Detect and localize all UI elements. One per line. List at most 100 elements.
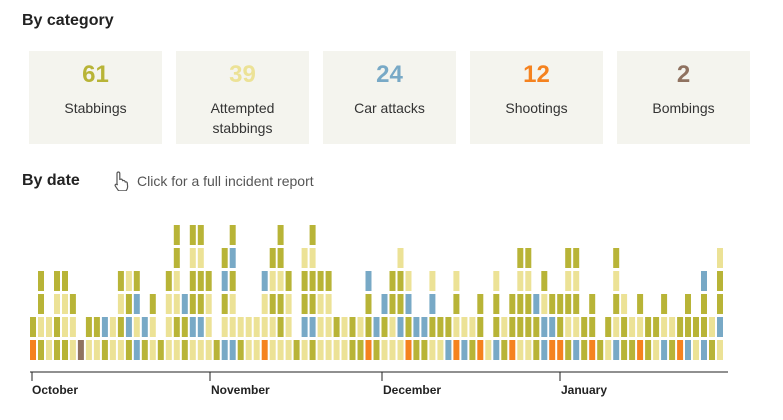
incident-mark[interactable]	[93, 317, 100, 337]
incident-mark[interactable]	[613, 294, 620, 314]
incident-mark[interactable]	[677, 317, 684, 337]
incident-mark[interactable]	[565, 317, 572, 337]
incident-mark[interactable]	[237, 317, 244, 337]
incident-mark[interactable]	[285, 340, 292, 360]
incident-mark[interactable]	[325, 317, 332, 337]
incident-mark[interactable]	[229, 271, 236, 291]
incident-mark[interactable]	[285, 271, 292, 291]
incident-mark[interactable]	[141, 340, 148, 360]
incident-mark[interactable]	[173, 271, 180, 291]
incident-mark[interactable]	[165, 294, 172, 314]
incident-mark[interactable]	[46, 340, 52, 360]
incident-mark[interactable]	[197, 271, 204, 291]
incident-mark[interactable]	[301, 248, 308, 268]
incident-mark[interactable]	[629, 317, 636, 337]
incident-mark[interactable]	[269, 340, 276, 360]
incident-mark[interactable]	[173, 317, 180, 337]
incident-mark[interactable]	[453, 294, 460, 314]
incident-mark[interactable]	[221, 340, 228, 360]
incident-mark[interactable]	[549, 317, 556, 337]
incident-mark[interactable]	[661, 340, 668, 360]
incident-mark[interactable]	[405, 340, 412, 360]
incident-mark[interactable]	[693, 317, 699, 337]
incident-mark[interactable]	[485, 340, 492, 360]
incident-mark[interactable]	[389, 340, 396, 360]
incident-mark[interactable]	[62, 271, 68, 291]
incident-mark[interactable]	[229, 225, 236, 245]
incident-mark[interactable]	[429, 294, 436, 314]
incident-mark[interactable]	[141, 317, 148, 337]
incident-mark[interactable]	[341, 340, 348, 360]
incident-mark[interactable]	[637, 294, 644, 314]
incident-mark[interactable]	[133, 271, 140, 291]
incident-mark[interactable]	[493, 340, 500, 360]
incident-mark[interactable]	[69, 317, 76, 337]
category-card-shootings[interactable]: 12 Shootings	[470, 51, 603, 144]
incident-mark[interactable]	[301, 294, 308, 314]
incident-mark[interactable]	[38, 340, 44, 360]
incident-mark[interactable]	[317, 340, 324, 360]
incident-mark[interactable]	[117, 294, 124, 314]
incident-mark[interactable]	[525, 317, 532, 337]
incident-mark[interactable]	[581, 317, 588, 337]
incident-mark[interactable]	[229, 317, 236, 337]
incident-mark[interactable]	[277, 225, 284, 245]
incident-mark[interactable]	[517, 248, 524, 268]
incident-mark[interactable]	[533, 340, 540, 360]
incident-mark[interactable]	[525, 294, 532, 314]
incident-mark[interactable]	[301, 340, 308, 360]
incident-mark[interactable]	[429, 340, 436, 360]
incident-mark[interactable]	[373, 317, 380, 337]
incident-mark[interactable]	[453, 317, 460, 337]
incident-mark[interactable]	[133, 317, 140, 337]
incident-mark[interactable]	[717, 317, 723, 337]
incident-mark[interactable]	[149, 294, 156, 314]
incident-mark[interactable]	[453, 271, 460, 291]
incident-mark[interactable]	[469, 317, 476, 337]
incident-mark[interactable]	[101, 317, 108, 337]
incident-mark[interactable]	[541, 271, 548, 291]
incident-mark[interactable]	[573, 271, 580, 291]
incident-mark[interactable]	[189, 225, 196, 245]
incident-mark[interactable]	[365, 340, 372, 360]
incident-mark[interactable]	[509, 294, 516, 314]
incident-mark[interactable]	[277, 248, 284, 268]
incident-mark[interactable]	[181, 294, 188, 314]
incident-mark[interactable]	[661, 294, 668, 314]
incident-mark[interactable]	[181, 317, 188, 337]
incident-mark[interactable]	[501, 317, 508, 337]
incident-mark[interactable]	[541, 294, 548, 314]
incident-mark[interactable]	[62, 340, 68, 360]
incident-mark[interactable]	[253, 340, 260, 360]
incident-mark[interactable]	[517, 271, 524, 291]
incident-mark[interactable]	[549, 294, 556, 314]
incident-mark[interactable]	[349, 317, 356, 337]
incident-mark[interactable]	[525, 248, 532, 268]
incident-mark[interactable]	[429, 271, 436, 291]
incident-mark[interactable]	[30, 317, 36, 337]
incident-mark[interactable]	[46, 317, 52, 337]
incident-mark[interactable]	[197, 225, 204, 245]
incident-mark[interactable]	[309, 340, 316, 360]
incident-mark[interactable]	[613, 248, 620, 268]
incident-mark[interactable]	[85, 317, 92, 337]
incident-mark[interactable]	[453, 340, 460, 360]
incident-mark[interactable]	[117, 271, 124, 291]
incident-mark[interactable]	[621, 340, 628, 360]
incident-mark[interactable]	[109, 317, 116, 337]
incident-mark[interactable]	[653, 317, 660, 337]
incident-mark[interactable]	[38, 317, 44, 337]
incident-mark[interactable]	[381, 317, 388, 337]
incident-mark[interactable]	[333, 317, 340, 337]
incident-mark[interactable]	[565, 248, 572, 268]
incident-mark[interactable]	[309, 248, 316, 268]
incident-mark[interactable]	[277, 271, 284, 291]
incident-mark[interactable]	[573, 340, 580, 360]
incident-mark[interactable]	[517, 340, 524, 360]
incident-mark[interactable]	[557, 340, 564, 360]
incident-mark[interactable]	[117, 340, 124, 360]
incident-mark[interactable]	[701, 317, 707, 337]
incident-mark[interactable]	[709, 340, 715, 360]
incident-mark[interactable]	[54, 317, 60, 337]
incident-mark[interactable]	[62, 317, 68, 337]
